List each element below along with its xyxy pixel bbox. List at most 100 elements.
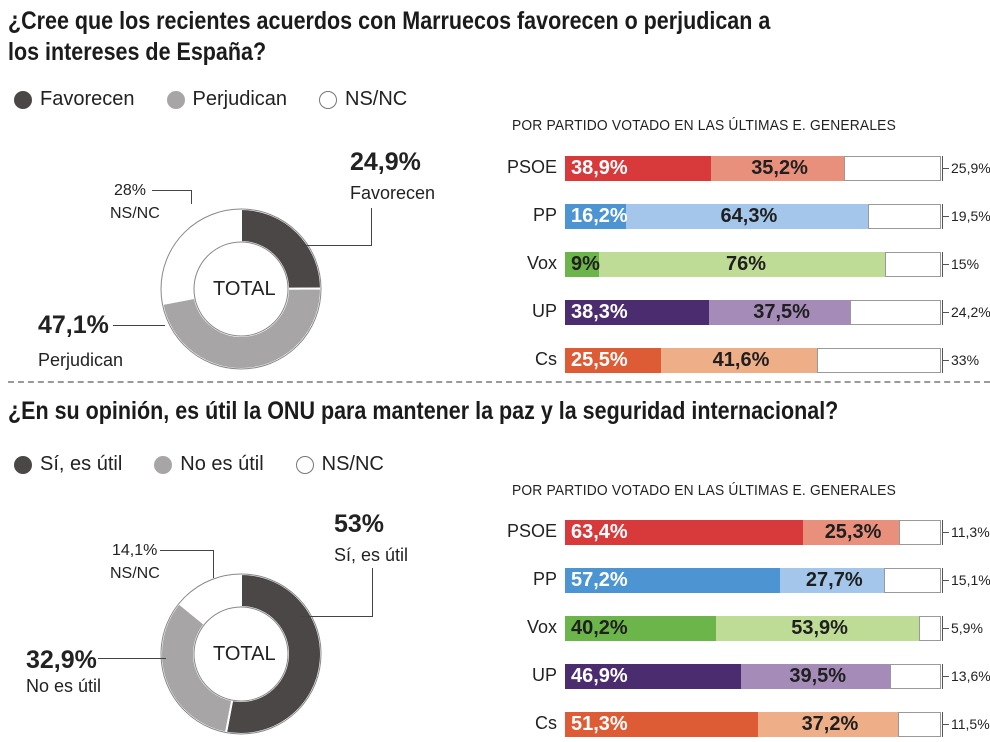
legend-label: Perjudican (192, 88, 288, 110)
bar-label-first: 51,3% (571, 713, 628, 735)
bar-label-second: 39,5% (789, 665, 847, 687)
donut-chart (160, 572, 322, 735)
bar-segment-second (741, 664, 890, 689)
callout-nsnc-value: 28% (114, 182, 147, 199)
by-party-heading: POR PARTIDO VOTADO EN LAS ÚLTIMAS E. GEN… (512, 482, 896, 499)
nsnc-tick (942, 360, 949, 361)
by-party-heading: POR PARTIDO VOTADO EN LAS ÚLTIMAS E. GEN… (512, 117, 896, 134)
bar-row-pp (565, 204, 941, 229)
legend-item-no: No es útil (154, 453, 264, 476)
bar-segment-second (598, 252, 885, 277)
party-label-vox: Vox (526, 617, 557, 637)
donut-outline (160, 573, 322, 735)
bar-row-vox (565, 252, 941, 277)
nsnc-tick (942, 264, 949, 265)
bar-label-first: 25,5% (571, 349, 628, 371)
donut-outline (160, 208, 322, 370)
bar-segment-nsnc (889, 664, 941, 689)
callout-no-value: 32,9% (26, 646, 97, 674)
party-label-cs: Cs (535, 713, 557, 733)
bar-segment-first (565, 156, 712, 181)
bar-label-nsnc: 5,9% (951, 620, 983, 636)
leader-line (371, 208, 372, 245)
bar-label-second: 35,2% (751, 157, 808, 179)
bar-label-second: 37,5% (753, 301, 810, 323)
bar-label-second: 41,6% (712, 349, 770, 371)
bar-segment-first (565, 520, 804, 545)
bar-segment-nsnc (897, 712, 941, 737)
bar-label-nsnc: 33% (951, 352, 980, 368)
callout-nsnc-value: 14,1% (112, 542, 158, 559)
nsnc-tick (942, 724, 949, 725)
legend-swatch-dark (14, 455, 32, 474)
callout-no-label: No es útil (26, 676, 102, 696)
bar-segment-first (565, 664, 742, 689)
leader-line (191, 190, 192, 204)
section-divider (8, 381, 990, 383)
bar-segment-first (565, 348, 661, 373)
bar-segment-first (565, 616, 717, 641)
bar-segment-first (565, 568, 781, 593)
bar-label-first: 40,2% (571, 617, 628, 639)
legend-item-nsnc: NS/NC (295, 453, 384, 476)
bar-label-nsnc: 11,3% (951, 524, 990, 540)
legend-item-perjudican: Perjudican (166, 88, 288, 111)
bar-row-psoe (565, 156, 941, 181)
bar-segment-first (565, 300, 709, 325)
leader-line (372, 568, 373, 616)
leader-line (213, 550, 214, 578)
legend-item-favorecen: Favorecen (14, 88, 135, 111)
callout-favorecen-value: 24,9% (350, 148, 421, 176)
bar-label-nsnc: 25,9% (951, 160, 990, 176)
bar-label-first: 63,4% (571, 521, 628, 543)
nsnc-tick (942, 676, 949, 677)
nsnc-tick (942, 168, 949, 169)
party-label-up: UP (531, 665, 557, 685)
party-label-psoe: PSOE (506, 521, 557, 541)
bar-label-first: 57,2% (571, 569, 628, 591)
bar-label-first: 16,2% (571, 205, 628, 227)
bar-label-nsnc: 13,6% (951, 668, 990, 684)
leader-line (160, 550, 214, 551)
callout-perjudican-value: 47,1% (38, 311, 109, 339)
legend-swatch-gray (166, 90, 185, 109)
leader-line (152, 190, 192, 191)
bar-label-second: 25,3% (824, 521, 882, 543)
nsnc-tick (942, 628, 949, 629)
bar-segment-first (565, 712, 758, 737)
callout-nsnc-label: NS/NC (110, 205, 160, 222)
party-label-pp: PP (532, 205, 557, 225)
legend-swatch-gray (154, 455, 173, 474)
bar-row-cs (565, 348, 941, 373)
bar-label-second: 64,3% (720, 205, 778, 227)
party-label-psoe: PSOE (506, 157, 557, 177)
legend-label: No es útil (180, 453, 264, 475)
bar-row-cs (565, 712, 941, 737)
bar-row-vox (565, 616, 941, 641)
bar-segment-second (780, 568, 885, 593)
legend-label: Favorecen (40, 88, 135, 110)
donut-outline (193, 241, 289, 337)
leader-line (113, 325, 165, 326)
callout-nsnc-label: NS/NC (110, 565, 160, 582)
bar-segment-nsnc (898, 520, 941, 545)
legend-item-si: Sí, es útil (14, 453, 122, 476)
bar-segment-second (711, 156, 844, 181)
bar-segment-nsnc (884, 568, 941, 593)
bar-label-second: 76% (725, 253, 766, 275)
donut-center-label: TOTAL (213, 278, 276, 300)
legend-item-nsnc: NS/NC (319, 88, 407, 111)
party-label-cs: Cs (535, 349, 557, 369)
bar-label-second: 27,7% (805, 569, 863, 591)
question-title: ¿Cree que los recientes acuerdos con Mar… (8, 7, 771, 66)
party-label-vox: Vox (526, 253, 557, 273)
legend-swatch-white (319, 90, 338, 109)
bar-label-nsnc: 11,5% (951, 716, 990, 732)
callout-favorecen-label: Favorecen (350, 183, 436, 203)
bar-segment-second (625, 204, 868, 229)
survey-section-marruecos: ¿Cree que los recientes acuerdos con Mar… (8, 7, 990, 373)
bar-segment-second (716, 616, 919, 641)
bar-segment-second (757, 712, 898, 737)
leader-line (300, 245, 372, 246)
bar-label-second: 53,9% (791, 617, 848, 639)
